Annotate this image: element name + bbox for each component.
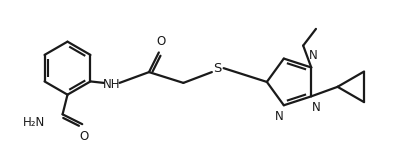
Text: NH: NH xyxy=(103,78,120,91)
Text: H₂N: H₂N xyxy=(23,116,45,129)
Text: N: N xyxy=(312,101,321,114)
Text: N: N xyxy=(309,49,317,62)
Text: S: S xyxy=(213,62,222,75)
Text: O: O xyxy=(156,35,165,48)
Text: O: O xyxy=(80,130,89,143)
Text: N: N xyxy=(275,110,283,123)
